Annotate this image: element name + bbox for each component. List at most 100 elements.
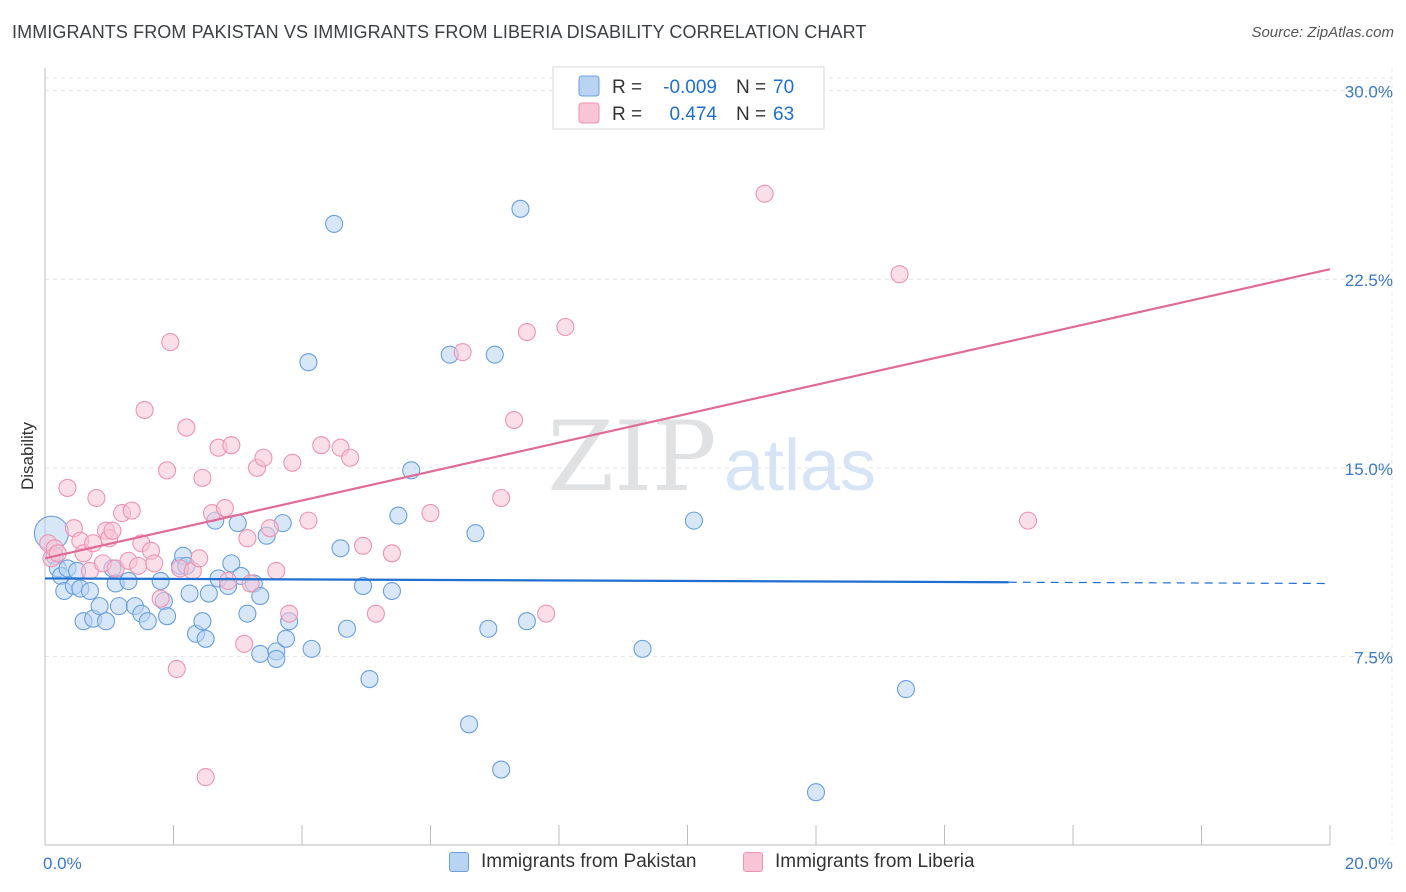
point-1-36 (215, 498, 234, 518)
point-0-48 (302, 639, 321, 658)
point-1-63 (890, 265, 909, 284)
point-1-60 (537, 604, 556, 623)
point-1-25 (158, 461, 177, 480)
point-0-9 (80, 581, 100, 601)
point-1-48 (299, 511, 318, 530)
point-0-26 (180, 584, 199, 603)
point-1-43 (254, 448, 273, 467)
trendlines (44, 268, 1331, 585)
point-0-15 (109, 597, 128, 616)
point-1-44 (260, 519, 279, 538)
point-0-37 (238, 604, 257, 623)
point-0-11 (90, 597, 109, 616)
tick-labels: 7.5% 15.0% 22.5% 30.0% 0.0% 20.0% (43, 83, 1393, 873)
point-1-32 (193, 468, 212, 487)
point-1-10 (87, 488, 106, 508)
legend-box: R = -0.009 N = 70 R = 0.474 N = 63 (552, 66, 825, 130)
point-0-19 (138, 612, 157, 631)
point-0-22 (158, 607, 177, 626)
point-1-57 (492, 488, 511, 508)
point-0-59 (466, 524, 485, 543)
series-points (33, 184, 1038, 802)
chart-title: IMMIGRANTS FROM PAKISTAN VS IMMIGRANTS F… (12, 22, 867, 42)
series-1-points (39, 184, 1038, 787)
point-0-61 (485, 345, 504, 364)
legend-swatch-pakistan (578, 75, 600, 97)
trendline-0 (44, 577, 1009, 584)
point-0-52 (353, 576, 373, 596)
x-tick-label-0: 0.0% (43, 854, 82, 873)
legend-r-value-liberia: 0.474 (669, 104, 717, 125)
point-0-43 (267, 649, 286, 668)
point-0-60 (479, 619, 498, 638)
point-0-64 (517, 612, 536, 631)
legend-item-pakistan[interactable]: Immigrants from Pakistan (449, 851, 696, 873)
legend-item-liberia[interactable]: Immigrants from Liberia (743, 851, 975, 873)
point-1-38 (222, 436, 241, 455)
point-1-64 (1018, 511, 1038, 530)
point-0-67 (806, 783, 826, 802)
legend-n-value-liberia: 63 (773, 104, 794, 125)
legend-swatch-liberia (578, 102, 600, 124)
point-0-47 (299, 353, 318, 372)
point-1-26 (161, 333, 180, 352)
point-0-12 (96, 612, 116, 631)
point-1-53 (366, 604, 385, 623)
legend-swatch-icon-pakistan (449, 852, 469, 872)
legend-r-label-liberia: R = (612, 104, 642, 125)
point-1-19 (129, 556, 148, 575)
chart-source: Source: ZipAtlas.com (1251, 24, 1394, 41)
point-1-56 (453, 343, 472, 362)
point-1-31 (190, 549, 209, 568)
point-1-33 (196, 768, 215, 787)
point-0-53 (360, 669, 379, 689)
legend-n-label-liberia: N = (736, 104, 766, 125)
point-0-30 (199, 584, 218, 603)
point-1-47 (283, 453, 302, 472)
point-1-40 (238, 529, 257, 548)
point-0-45 (276, 629, 295, 648)
x-tick-label-1: 20.0% (1345, 854, 1393, 873)
y-tick-label-0: 7.5% (1354, 648, 1393, 667)
point-1-52 (353, 536, 373, 555)
y-tick-label-1: 15.0% (1345, 460, 1393, 479)
point-1-18 (122, 501, 141, 520)
point-1-24 (151, 589, 170, 608)
point-1-21 (135, 400, 154, 420)
y-tick-label-2: 22.5% (1345, 271, 1393, 290)
grid-lines (45, 68, 1393, 845)
trendline-0-extension (1008, 581, 1331, 585)
legend-label-pakistan: Immigrants from Pakistan (481, 851, 697, 872)
legend-label-liberia: Immigrants from Liberia (775, 851, 975, 872)
point-0-29 (196, 629, 215, 648)
point-1-62 (755, 184, 774, 203)
point-1-54 (382, 544, 402, 563)
legend-r-label-pakistan: R = (612, 77, 642, 98)
y-axis-label: Disability (18, 421, 37, 490)
point-0-34 (222, 554, 241, 573)
trendline-1 (44, 268, 1331, 560)
point-0-68 (896, 680, 916, 699)
point-0-49 (325, 214, 344, 233)
point-0-20 (151, 571, 170, 591)
legend-swatch-icon-liberia (743, 852, 763, 872)
point-0-28 (193, 612, 212, 631)
point-1-23 (145, 554, 164, 573)
legend-n-label-pakistan: N = (736, 77, 766, 98)
point-0-51 (337, 619, 357, 638)
point-0-65 (633, 639, 652, 658)
point-0-63 (511, 199, 530, 218)
bottom-legend: Immigrants from Pakistan Immigrants from… (0, 851, 1406, 879)
point-1-14 (103, 521, 122, 540)
point-1-29 (177, 418, 196, 437)
point-0-40 (251, 644, 270, 663)
point-0-39 (251, 587, 270, 606)
point-0-62 (492, 760, 511, 779)
watermark-zip: ZIP (547, 401, 716, 513)
point-1-46 (280, 604, 299, 623)
watermark-atlas: atlas (724, 426, 876, 506)
point-1-37 (219, 571, 238, 591)
point-0-66 (684, 511, 703, 530)
legend-n-value-pakistan: 70 (773, 77, 794, 98)
